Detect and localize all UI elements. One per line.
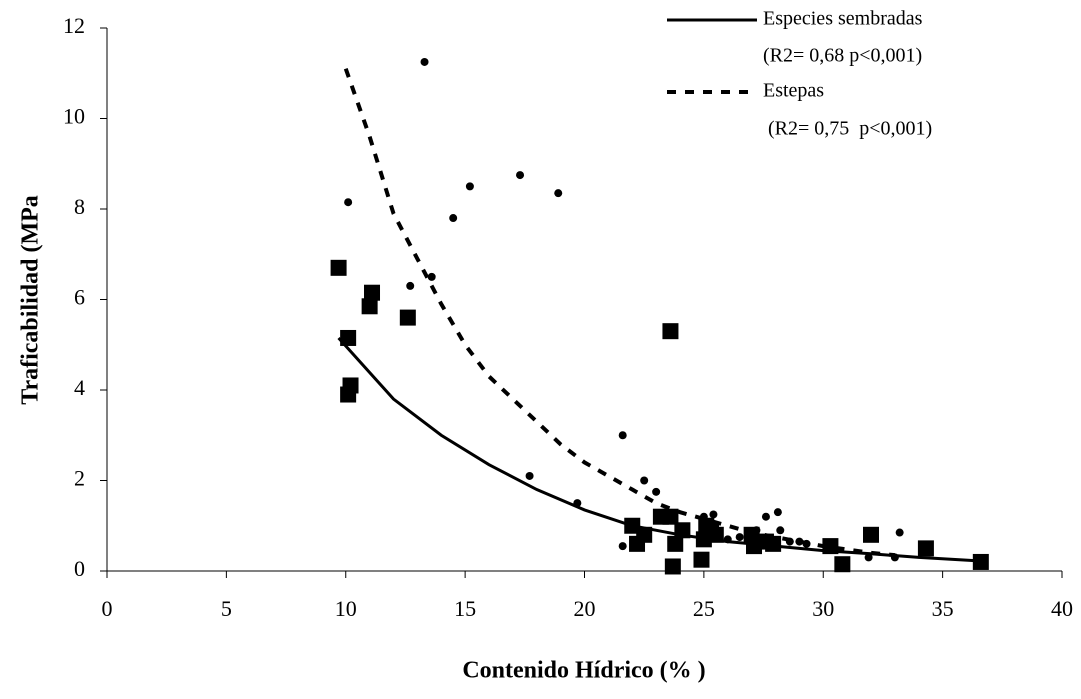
square-point bbox=[667, 535, 684, 552]
square-point bbox=[636, 526, 653, 543]
legend-stat: (R2= 0,68 p<0,001) bbox=[763, 45, 922, 67]
y-tick-label: 2 bbox=[74, 466, 85, 491]
fit-line bbox=[337, 336, 981, 563]
dot-point bbox=[761, 512, 770, 521]
fit-line bbox=[343, 68, 896, 558]
x-tick-label: 0 bbox=[102, 596, 113, 621]
x-tick-label: 30 bbox=[812, 596, 834, 621]
square-point bbox=[917, 540, 934, 557]
dot-point bbox=[525, 471, 534, 480]
y-tick-label: 4 bbox=[74, 375, 85, 400]
x-axis-title: Contenido Hídrico (% ) bbox=[462, 658, 705, 684]
x-tick-label: 25 bbox=[693, 596, 715, 621]
dot-point bbox=[465, 182, 474, 191]
dot-point bbox=[449, 214, 458, 223]
dot-point bbox=[554, 189, 563, 198]
y-axis-title: Traficabilidad (MPa bbox=[18, 195, 44, 405]
dot-point bbox=[895, 528, 904, 537]
dot-point bbox=[516, 171, 525, 180]
dot-point bbox=[864, 553, 873, 562]
y-tick-label: 10 bbox=[63, 104, 85, 129]
square-point bbox=[364, 284, 381, 301]
square-point bbox=[834, 556, 851, 573]
square-point bbox=[664, 558, 681, 575]
dot-point bbox=[618, 431, 627, 440]
dot-point bbox=[618, 542, 627, 551]
x-tick-label: 35 bbox=[932, 596, 954, 621]
square-point bbox=[972, 553, 989, 570]
dot-point bbox=[776, 526, 785, 535]
x-tick-label: 20 bbox=[574, 596, 596, 621]
square-point bbox=[330, 259, 347, 276]
square-point bbox=[662, 323, 679, 340]
x-tick-label: 40 bbox=[1051, 596, 1073, 621]
x-tick-label: 15 bbox=[454, 596, 476, 621]
y-tick-label: 12 bbox=[63, 13, 85, 38]
dot-point bbox=[344, 198, 353, 207]
dot-point bbox=[709, 510, 718, 519]
y-tick-label: 0 bbox=[74, 556, 85, 581]
square-point bbox=[361, 298, 378, 315]
dot-point bbox=[652, 487, 661, 496]
square-point bbox=[863, 526, 879, 543]
square-point bbox=[399, 309, 416, 326]
square-point bbox=[662, 508, 679, 525]
square-point bbox=[340, 386, 357, 403]
x-tick-label: 10 bbox=[335, 596, 357, 621]
square-point bbox=[765, 535, 782, 552]
y-tick-label: 6 bbox=[74, 285, 85, 310]
dot-point bbox=[773, 508, 782, 517]
legend-label: Especies sembradas bbox=[763, 8, 923, 30]
dot-point bbox=[640, 476, 649, 485]
dot-point bbox=[406, 281, 415, 290]
dot-point bbox=[735, 533, 744, 542]
dot-point bbox=[420, 57, 429, 66]
legend-label: Estepas bbox=[763, 80, 824, 102]
square-point bbox=[693, 551, 710, 568]
legend-stat: (R2= 0,75 p<0,001) bbox=[763, 118, 932, 140]
dot-point bbox=[427, 272, 436, 281]
y-tick-label: 8 bbox=[74, 194, 85, 219]
x-tick-label: 5 bbox=[221, 596, 232, 621]
